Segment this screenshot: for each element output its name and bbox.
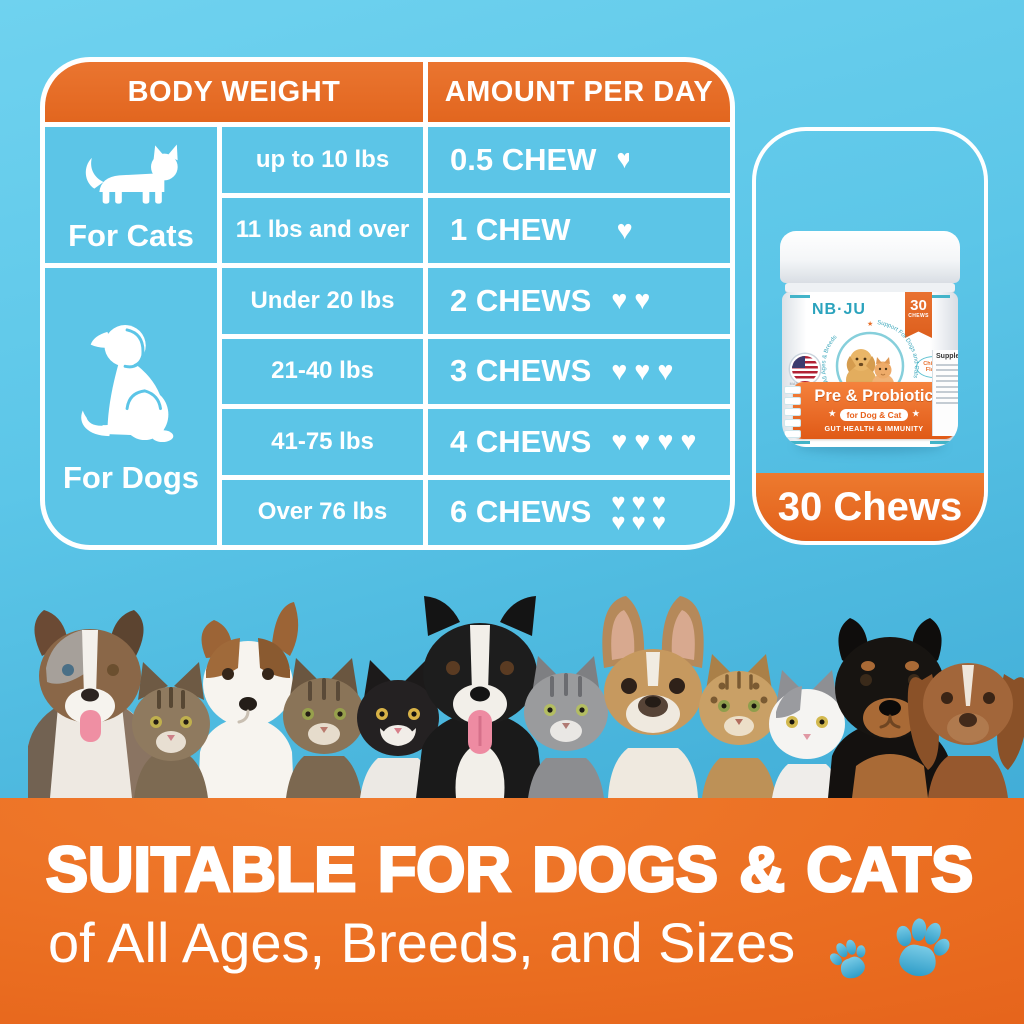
weight-cell: 21-40 lbs: [222, 338, 423, 404]
pet-grey-tabby-cat: Grey Tabby Cat: [524, 656, 608, 798]
pet-french-bulldog: French Bulldog: [602, 596, 704, 798]
dog-icon: [81, 324, 174, 442]
amount-cell: 3 CHEWS ♥ ♥ ♥: [428, 338, 730, 404]
flag-canton: [792, 356, 805, 368]
product-title-box: Pre & Probiotic for Dog & Cat GUT HEALTH…: [793, 382, 955, 439]
label-accent: [790, 295, 810, 298]
amount-text: 2 CHEWS: [450, 282, 592, 318]
arc-text-left: All Ages & Breeds: [821, 334, 838, 383]
badge-unit: CHEWS: [908, 313, 929, 319]
weight-cell: Over 76 lbs: [222, 479, 423, 545]
weight-cell: up to 10 lbs: [222, 127, 423, 193]
heart-icons: ♥ ♥: [611, 285, 651, 316]
bottom-banner: SUITABLE FOR DOGS & CATS of All Ages, Br…: [0, 798, 1024, 1024]
amount-cell: 6 CHEWS ♥ ♥ ♥ ♥ ♥ ♥: [428, 479, 730, 545]
chews-count-badge: 30 CHEWS: [905, 292, 932, 338]
pet-brown-tabby-cat: Brown Tabby Cat: [283, 658, 365, 798]
heart-icons: ♥ ♥ ♥ ♥: [611, 426, 697, 457]
amount-text: 1 CHEW: [450, 212, 571, 248]
product-card: NB·JU 30 CHEWS Chicken Flavor MADE IN US…: [752, 127, 988, 545]
weight-cell: 11 lbs and over: [222, 197, 423, 263]
species-label-cats: For Cats: [68, 218, 194, 253]
label-accent: [790, 441, 810, 444]
jar-lid: [780, 231, 960, 283]
col-header-amount-per-day: AMOUNT PER DAY: [428, 62, 730, 122]
heart-icons: ♥ ♥ ♥ ♥ ♥ ♥: [611, 488, 666, 536]
heart-icons: ♥: [616, 214, 633, 245]
amount-cell: 4 CHEWS ♥ ♥ ♥ ♥: [428, 409, 730, 475]
brand-logo: NB·JU: [812, 301, 866, 318]
product-title: Pre & Probiotic: [814, 387, 934, 405]
facts-title: Supplement: [936, 353, 958, 360]
cat-icon: [85, 144, 178, 204]
jar-label: NB·JU 30 CHEWS Chicken Flavor MADE IN US…: [782, 292, 958, 447]
pets-photo-strip: Australian Shepherd Jack Russell Terrier: [28, 596, 1024, 798]
pet-border-collie: Border Collie: [416, 596, 544, 798]
banner-headline: SUITABLE FOR DOGS & CATS: [44, 834, 974, 907]
product-tagline: GUT HEALTH & IMMUNITY: [824, 424, 924, 433]
amount-text: 4 CHEWS: [450, 423, 592, 459]
label-accent: [930, 295, 950, 298]
dosage-table: BODY WEIGHT AMOUNT PER DAY For Cats up t…: [40, 57, 735, 550]
product-jar: NB·JU 30 CHEWS Chicken Flavor MADE IN US…: [780, 231, 960, 453]
amount-cell: 1 CHEW ♥: [428, 197, 730, 263]
pet-australian-shepherd: Australian Shepherd: [28, 610, 152, 798]
weight-cell: Under 20 lbs: [222, 268, 423, 334]
pet-tabby-kitten: Tabby Kitten: [132, 662, 210, 798]
supplement-facts-panel: Supplement: [932, 350, 958, 436]
heart-icons: ♥: [616, 146, 628, 173]
paw-icon-small: [830, 939, 866, 978]
label-accent: [930, 441, 950, 444]
product-subtitle-pill: for Dog & Cat: [829, 409, 919, 421]
species-cell-cats: For Cats: [45, 127, 217, 263]
heart-icons: ♥ ♥ ♥: [611, 355, 674, 386]
col-header-body-weight: BODY WEIGHT: [45, 62, 423, 122]
amount-text: 0.5 CHEW: [450, 141, 597, 177]
amount-text: 6 CHEWS: [450, 494, 592, 530]
amount-text: 3 CHEWS: [450, 353, 592, 389]
jar-lip: [785, 283, 955, 292]
banner-subheadline: of All Ages, Breeds, and Sizes: [48, 911, 796, 974]
usa-flag-badge: [790, 354, 820, 384]
species-label-dogs: For Dogs: [62, 459, 200, 495]
species-cell-dogs: For Dogs: [45, 268, 217, 545]
paw-icon-large: [896, 917, 950, 976]
pet-bengal-cat: Bengal Cat: [699, 654, 779, 798]
amount-cell: 2 CHEWS ♥ ♥: [428, 268, 730, 334]
badge-number: 30: [910, 297, 927, 314]
weight-cell: 41-75 lbs: [222, 409, 423, 475]
benefits-list: [784, 386, 801, 438]
star-icon: ★: [867, 320, 873, 328]
pet-brown-spaniel: Brown Spaniel: [907, 663, 1024, 798]
chew-count-label: 30 Chews: [756, 473, 984, 541]
pet-jack-russell-terrier: Jack Russell Terrier: [198, 602, 299, 798]
paw-icons: [829, 917, 951, 983]
amount-cell: 0.5 CHEW ♥: [428, 127, 730, 193]
pet-white-grey-cat: White & Grey Cat: [769, 670, 845, 798]
